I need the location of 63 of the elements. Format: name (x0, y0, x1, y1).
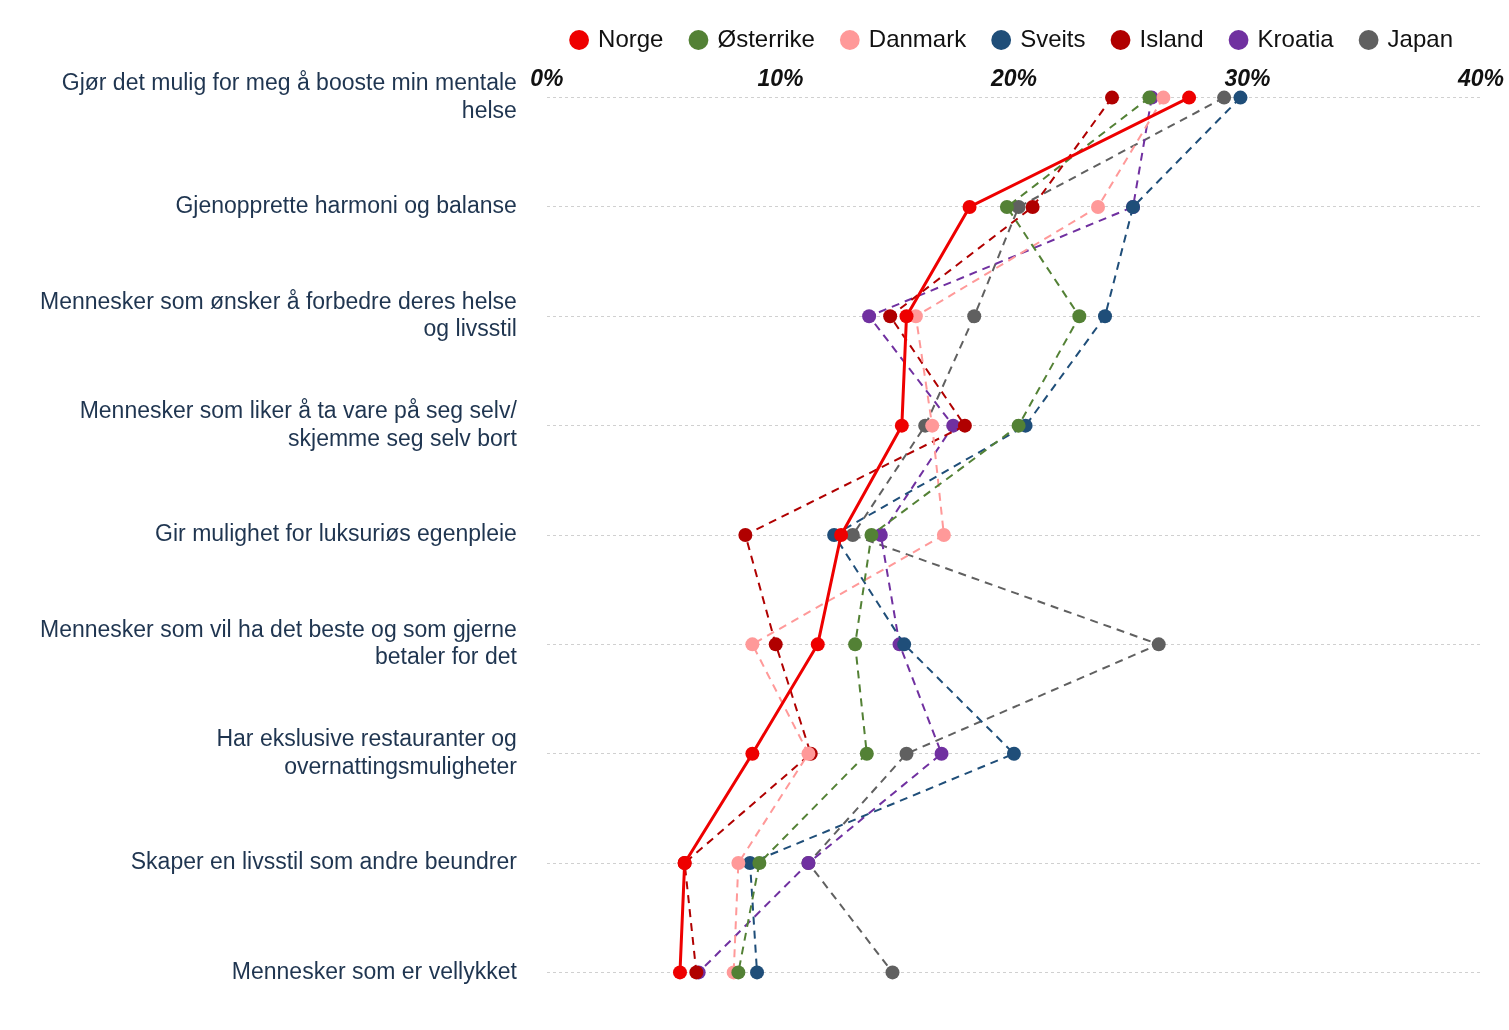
point (1098, 309, 1113, 324)
x-tick-label: 20% (989, 65, 1037, 92)
point (731, 965, 746, 980)
point (752, 856, 767, 871)
legend-label: Sveits (1020, 24, 1086, 52)
point (745, 637, 760, 652)
point (883, 309, 898, 324)
y-tick-label: Gjør det mulig for meg å booste min mentale helse (61, 69, 517, 123)
point (738, 528, 753, 542)
x-tick-label: 10% (757, 65, 804, 92)
point (750, 965, 765, 980)
y-tick-label: Mennesker som liker å ta vare på seg selv/ skjemme seg selv bort (79, 397, 518, 451)
point (845, 528, 860, 542)
point (897, 637, 912, 652)
point (1006, 746, 1021, 761)
point (1025, 199, 1040, 214)
legend-label: Østerrike (717, 24, 815, 52)
point (925, 418, 940, 433)
y-tick-label: Mennesker som er vellykket (231, 957, 518, 984)
y-tick-label: Har ekslusive restauranter og overnattingsmuligheter (216, 725, 518, 779)
point (1151, 637, 1166, 652)
point (934, 746, 949, 761)
point (899, 746, 914, 761)
point (1011, 418, 1026, 433)
point (1182, 90, 1197, 105)
legend-label: Japan (1387, 24, 1453, 52)
point (1233, 90, 1248, 105)
point (731, 856, 746, 871)
point (885, 965, 900, 980)
x-tick-label: 0% (530, 65, 564, 92)
y-tick-label: Mennesker som ønsker å forbedre deres helse og livsstil (40, 287, 517, 342)
y-tick-label: Gjenopprette harmoni og balanse (175, 192, 517, 219)
point (1105, 90, 1120, 105)
x-tick-label: 40% (1456, 65, 1505, 92)
x-tick-label: 30% (1224, 65, 1271, 92)
point (899, 309, 914, 324)
point (1011, 199, 1026, 214)
point (1156, 90, 1171, 105)
point (810, 637, 825, 652)
point (957, 418, 972, 433)
legend-label: Kroatia (1257, 24, 1335, 52)
point (999, 199, 1014, 214)
point (1217, 90, 1232, 105)
point (848, 637, 863, 652)
point (894, 418, 909, 433)
point (834, 528, 849, 542)
legend-label: Island (1139, 24, 1204, 52)
y-tick-label: Mennesker som vil ha det beste og som gjerne betaler for det (40, 615, 518, 670)
point (745, 746, 760, 761)
legend-label: Danmark (868, 24, 968, 52)
point (864, 528, 879, 542)
point (936, 528, 951, 542)
point (967, 309, 982, 324)
point (1072, 309, 1087, 324)
point (859, 746, 874, 761)
point (672, 965, 687, 980)
y-tick-label: Skaper en livsstil som andre beundrer (130, 848, 518, 875)
point (1091, 199, 1105, 214)
legend-label: Norge (598, 24, 664, 52)
point (862, 309, 877, 324)
y-tick-label: Gir mulighet for luksuriøs egenpleie (155, 520, 517, 547)
point (768, 637, 783, 652)
point (962, 199, 977, 214)
